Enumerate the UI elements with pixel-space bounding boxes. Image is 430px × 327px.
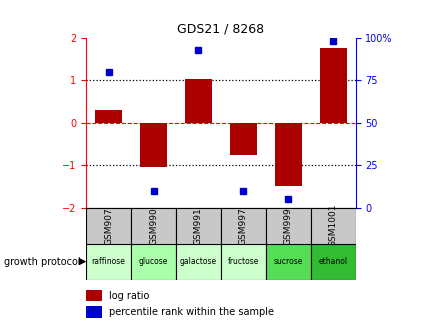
Bar xyxy=(319,48,346,123)
Bar xyxy=(86,208,131,244)
Text: log ratio: log ratio xyxy=(108,291,149,301)
Bar xyxy=(175,244,220,280)
Bar xyxy=(86,306,102,318)
Bar xyxy=(229,123,256,154)
Text: growth protocol: growth protocol xyxy=(4,257,81,267)
Bar xyxy=(95,110,122,123)
Text: ethanol: ethanol xyxy=(318,257,347,266)
Bar xyxy=(86,290,102,301)
Bar xyxy=(140,123,166,167)
Text: galactose: galactose xyxy=(179,257,216,266)
Title: GDS21 / 8268: GDS21 / 8268 xyxy=(177,22,264,35)
Bar xyxy=(310,208,355,244)
Bar xyxy=(184,79,212,123)
Bar xyxy=(131,244,175,280)
Bar xyxy=(310,244,355,280)
Text: GSM999: GSM999 xyxy=(283,207,292,245)
Bar xyxy=(86,244,131,280)
Bar xyxy=(221,208,265,244)
Bar xyxy=(175,208,220,244)
Bar xyxy=(265,208,310,244)
Text: GSM1001: GSM1001 xyxy=(328,204,337,248)
Text: raffinose: raffinose xyxy=(92,257,125,266)
Text: percentile rank within the sample: percentile rank within the sample xyxy=(108,307,273,317)
Text: glucose: glucose xyxy=(138,257,168,266)
Text: GSM991: GSM991 xyxy=(194,207,203,245)
Bar xyxy=(274,123,301,186)
Text: GSM990: GSM990 xyxy=(149,207,158,245)
Text: sucrose: sucrose xyxy=(273,257,302,266)
Text: GSM907: GSM907 xyxy=(104,207,113,245)
Bar xyxy=(221,244,265,280)
Text: fructose: fructose xyxy=(227,257,258,266)
Text: GSM997: GSM997 xyxy=(238,207,247,245)
Bar xyxy=(131,208,175,244)
Bar xyxy=(265,244,310,280)
